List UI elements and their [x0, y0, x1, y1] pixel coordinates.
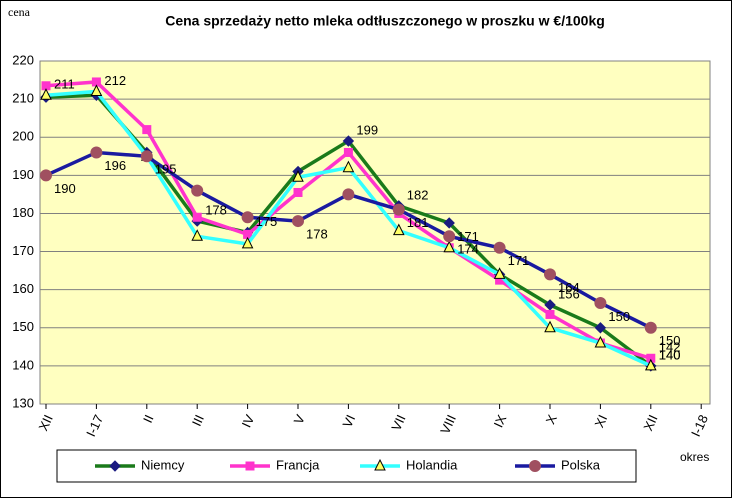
marker: [443, 230, 456, 243]
y-tick-label: 130: [12, 395, 34, 410]
marker: [644, 358, 657, 371]
marker: [342, 160, 355, 173]
data-label: 178: [205, 203, 227, 218]
series: [40, 146, 657, 334]
marker: [594, 322, 607, 334]
legend-label: Polska: [561, 457, 601, 472]
y-tick-label: 180: [12, 205, 34, 220]
marker: [443, 240, 456, 253]
marker: [392, 223, 405, 236]
x-tick-label: XI: [591, 412, 610, 429]
data-label: 150: [659, 333, 681, 348]
data-label: 140: [659, 347, 681, 362]
marker: [245, 461, 255, 471]
y-tick-label: 150: [12, 319, 34, 334]
data-label: 150: [608, 309, 630, 324]
marker: [241, 236, 254, 249]
x-tick-label: XII: [640, 412, 660, 433]
x-tick-label: VII: [388, 412, 408, 433]
marker: [192, 212, 202, 222]
data-label: 142: [659, 340, 681, 355]
data-label: 164: [558, 280, 580, 295]
data-label: 211: [54, 77, 75, 92]
marker: [544, 268, 556, 281]
marker: [90, 84, 103, 96]
marker: [443, 217, 455, 229]
data-label: 175: [256, 214, 278, 229]
x-tick-label: XII: [36, 412, 56, 433]
plot-area: [39, 60, 711, 405]
y-tick-label: 170: [12, 243, 34, 258]
data-label: 199: [356, 122, 378, 137]
data-label: 178: [306, 227, 328, 242]
marker: [293, 187, 303, 197]
marker: [544, 299, 556, 311]
marker: [90, 146, 103, 159]
marker: [545, 309, 555, 319]
data-label: 171: [508, 253, 530, 268]
data-label: 181: [407, 215, 429, 230]
marker: [342, 135, 355, 147]
data-label: 190: [54, 181, 76, 196]
legend-label: Francja: [276, 457, 320, 472]
y-tick-label: 190: [12, 167, 34, 182]
x-axis-label: okres: [680, 450, 709, 464]
marker: [544, 320, 556, 333]
marker: [109, 460, 121, 472]
marker: [644, 321, 657, 334]
marker: [191, 229, 204, 241]
y-tick-label: 210: [12, 91, 34, 106]
x-tick-label: VI: [339, 412, 358, 429]
data-label: 195: [155, 162, 177, 177]
marker: [594, 335, 607, 348]
marker: [292, 215, 304, 228]
marker: [142, 125, 152, 135]
data-label: 182: [407, 187, 429, 202]
y-tick-label: 220: [12, 52, 34, 67]
legend-label: Holandia: [406, 457, 458, 472]
marker: [529, 460, 541, 472]
marker: [241, 211, 254, 224]
marker: [140, 150, 153, 163]
marker: [343, 147, 353, 157]
marker: [493, 241, 506, 254]
data-label: 171: [457, 229, 479, 244]
marker: [191, 184, 204, 197]
marker: [292, 170, 304, 182]
data-label: 140: [659, 347, 681, 362]
chart-title: Cena sprzedaży netto mleka odtłuszczoneg…: [165, 13, 605, 29]
data-label: 174: [457, 242, 479, 257]
data-label: 196: [104, 158, 126, 173]
legend-label: Niemcy: [141, 457, 185, 472]
x-tick-label: VIII: [437, 412, 459, 436]
marker: [342, 188, 355, 201]
marker: [594, 297, 607, 310]
data-label: 156: [558, 286, 580, 301]
marker: [40, 88, 52, 100]
marker: [493, 267, 506, 279]
y-tick-label: 140: [12, 357, 34, 372]
y-axis-label: cena: [8, 5, 31, 19]
marker: [374, 458, 386, 471]
data-label: 212: [104, 73, 126, 88]
marker: [40, 169, 52, 182]
y-tick-label: 200: [12, 129, 34, 144]
marker: [392, 203, 405, 216]
y-tick-label: 160: [12, 281, 34, 296]
